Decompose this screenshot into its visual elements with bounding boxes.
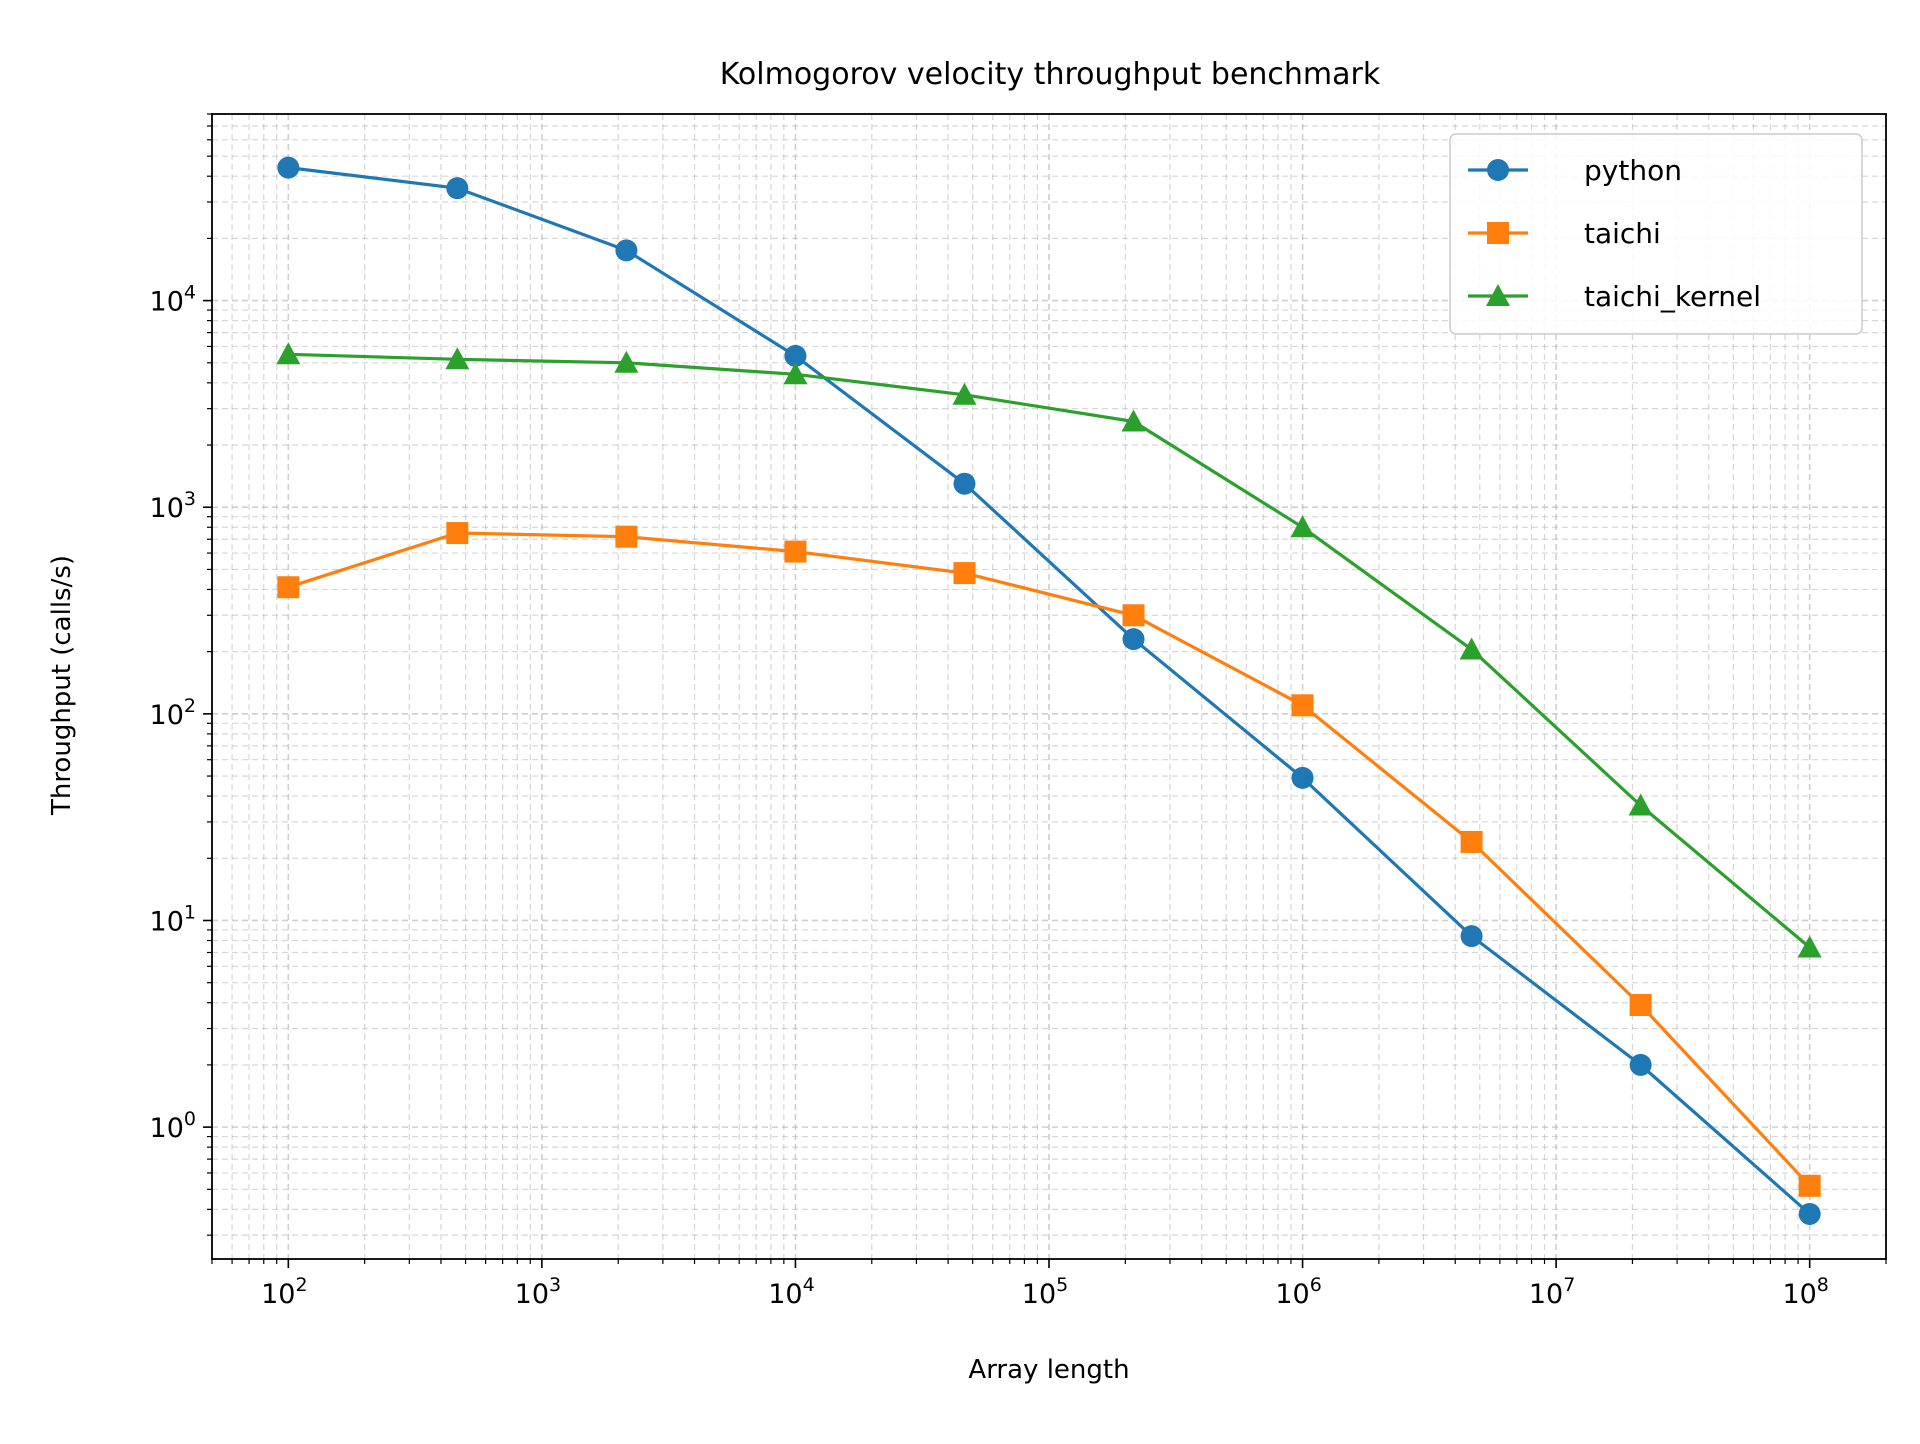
- data-point: [615, 239, 638, 262]
- legend: python taichi taichi_kernel: [1449, 133, 1863, 335]
- x-tick-label: 106: [1275, 1274, 1321, 1310]
- series-line: [288, 352, 1811, 949]
- series-group: [276, 156, 1822, 1225]
- data-point: [784, 344, 807, 367]
- legend-label: taichi_kernel: [1584, 280, 1761, 313]
- series-taichi: [277, 522, 1821, 1197]
- legend-marker: [1487, 159, 1509, 181]
- data-point: [1121, 409, 1146, 432]
- legend-marker: [1487, 222, 1509, 244]
- x-tick-label: 108: [1782, 1274, 1828, 1310]
- data-point: [1460, 830, 1483, 853]
- data-point: [784, 540, 807, 563]
- legend-marker: [1486, 284, 1510, 306]
- data-point: [1798, 1174, 1821, 1197]
- x-axis-label: Array length: [968, 1355, 1129, 1385]
- series-line: [287, 531, 1811, 1187]
- axes: 102 103 104 105 106 107 108 100 101 102 103 104: [150, 113, 1887, 1310]
- data-point: [1290, 515, 1315, 538]
- data-point: [446, 177, 469, 200]
- data-point: [1460, 925, 1483, 948]
- data-point: [953, 562, 976, 585]
- series-line: [288, 166, 1811, 1216]
- data-point: [1122, 628, 1145, 651]
- series-python: [277, 156, 1821, 1225]
- data-point: [1628, 793, 1653, 816]
- y-tick-label: 100: [150, 1108, 196, 1144]
- x-tick-label: 103: [515, 1274, 561, 1310]
- legend-label: taichi: [1584, 217, 1661, 250]
- series-taichi_kernel: [276, 342, 1822, 958]
- data-point: [614, 350, 639, 373]
- data-point: [1291, 766, 1314, 789]
- y-tick-label: 102: [150, 695, 196, 731]
- data-point: [1459, 637, 1484, 660]
- data-point: [1797, 935, 1822, 958]
- data-point: [446, 522, 469, 545]
- data-point: [277, 156, 300, 179]
- data-point: [1629, 993, 1652, 1016]
- data-point: [952, 382, 977, 405]
- data-point: [277, 576, 300, 599]
- data-point: [953, 472, 976, 495]
- legend-box: [1449, 133, 1863, 335]
- chart-title: Kolmogorov velocity throughput benchmark: [720, 57, 1381, 92]
- data-point: [1291, 694, 1314, 717]
- data-point: [1798, 1202, 1821, 1225]
- x-tick-label: 102: [261, 1274, 307, 1310]
- y-tick-label: 101: [150, 901, 196, 937]
- y-tick-label: 104: [150, 282, 196, 318]
- y-tick-label: 103: [150, 488, 196, 524]
- legend-label: python: [1584, 154, 1682, 187]
- x-tick-label: 105: [1022, 1274, 1068, 1310]
- data-point: [1629, 1053, 1652, 1076]
- data-point: [1122, 604, 1145, 627]
- data-point: [445, 347, 470, 370]
- data-point: [615, 525, 638, 548]
- x-tick-label: 104: [768, 1274, 814, 1310]
- data-point: [783, 362, 808, 385]
- x-tick-label: 107: [1529, 1274, 1575, 1310]
- y-axis-label: Throughput (calls/s): [47, 555, 77, 816]
- data-point: [276, 342, 301, 365]
